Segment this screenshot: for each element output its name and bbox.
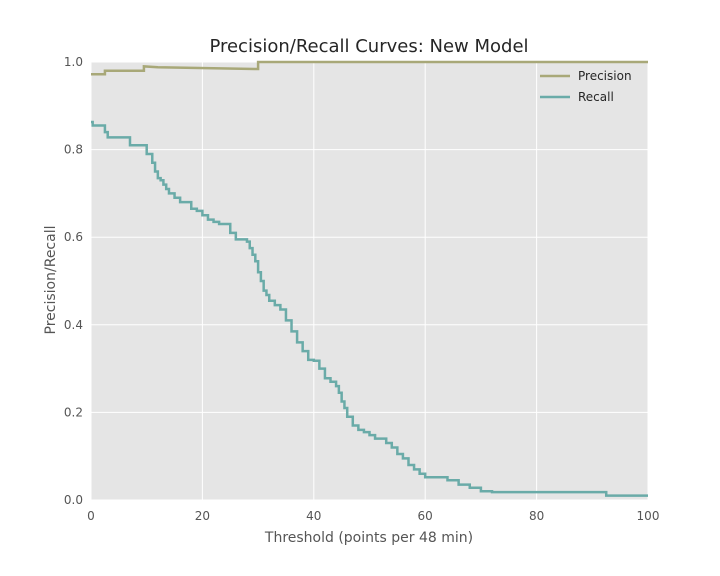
legend-label-recall: Recall (578, 90, 614, 104)
y-tick-label: 0.2 (64, 405, 83, 419)
series-line-precision (91, 60, 648, 76)
y-tick-label: 0.8 (64, 143, 83, 157)
x-tick-label: 100 (637, 509, 660, 523)
x-tick-label: 60 (418, 509, 433, 523)
plot-area: 0 20 40 60 80 100 0.0 0.2 0.4 0.6 0.8 1.0 Precision R… (64, 55, 660, 523)
y-tick-label: 1.0 (64, 55, 83, 69)
x-tick-label: 20 (195, 509, 210, 523)
y-tick-label: 0.0 (64, 493, 83, 507)
x-tick-label: 0 (87, 509, 95, 523)
x-tick-label: 40 (306, 509, 321, 523)
x-tick-label: 80 (529, 509, 544, 523)
x-axis-label: Threshold (points per 48 min) (264, 530, 473, 546)
series-line-recall (91, 120, 648, 497)
y-tick-label: 0.4 (64, 318, 83, 332)
y-tick-label: 0.6 (64, 230, 83, 244)
chart-title: Precision/Recall Curves: New Model (209, 36, 528, 57)
y-axis-label: Precision/Recall (43, 226, 59, 335)
legend-label-precision: Precision (578, 69, 632, 83)
plot-background (91, 62, 648, 500)
